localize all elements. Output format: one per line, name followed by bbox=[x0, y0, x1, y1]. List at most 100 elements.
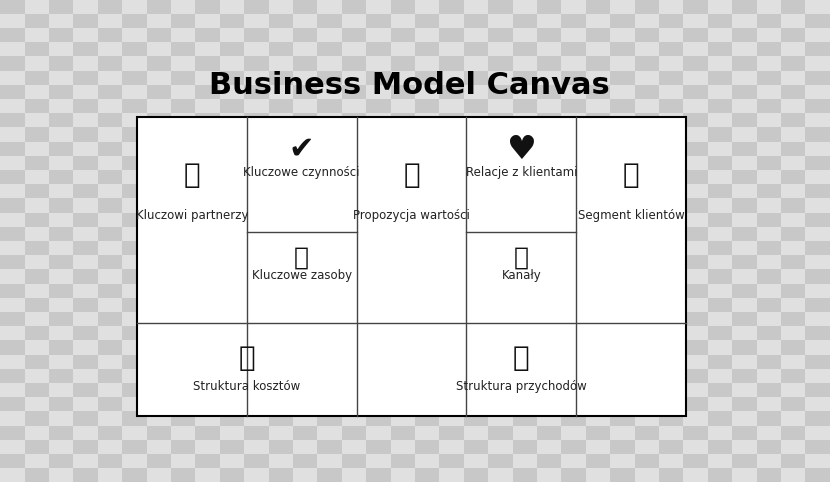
Bar bbox=[464, 156, 488, 170]
Bar bbox=[561, 85, 586, 99]
Bar bbox=[513, 56, 537, 70]
Bar bbox=[391, 397, 415, 411]
Bar bbox=[464, 255, 488, 269]
Bar bbox=[147, 142, 171, 156]
Bar bbox=[732, 0, 757, 14]
Bar bbox=[342, 454, 366, 468]
Bar bbox=[464, 28, 488, 42]
Bar bbox=[220, 199, 244, 213]
Bar bbox=[757, 28, 781, 42]
Bar bbox=[513, 170, 537, 184]
Bar bbox=[98, 42, 122, 56]
Bar bbox=[49, 312, 73, 326]
Bar bbox=[244, 241, 269, 255]
Text: Kanały: Kanały bbox=[501, 269, 541, 282]
Bar bbox=[366, 28, 391, 42]
Bar bbox=[317, 227, 342, 241]
Bar bbox=[488, 28, 513, 42]
Bar bbox=[366, 99, 391, 113]
Bar bbox=[635, 440, 659, 454]
Bar bbox=[73, 156, 98, 170]
Bar bbox=[561, 241, 586, 255]
Bar bbox=[561, 0, 586, 14]
Bar bbox=[147, 383, 171, 397]
Bar bbox=[0, 369, 25, 383]
Bar bbox=[464, 0, 488, 14]
Bar bbox=[488, 213, 513, 227]
Bar bbox=[391, 468, 415, 482]
Bar bbox=[537, 241, 561, 255]
Bar bbox=[586, 70, 610, 85]
Bar bbox=[49, 355, 73, 369]
Bar bbox=[683, 213, 708, 227]
Bar bbox=[366, 255, 391, 269]
Bar bbox=[537, 184, 561, 199]
Bar bbox=[366, 0, 391, 14]
Bar bbox=[805, 199, 830, 213]
Bar bbox=[98, 142, 122, 156]
Bar bbox=[610, 426, 635, 440]
Bar bbox=[391, 369, 415, 383]
Bar bbox=[586, 283, 610, 298]
Bar bbox=[464, 170, 488, 184]
Bar bbox=[147, 28, 171, 42]
Bar bbox=[391, 70, 415, 85]
Bar bbox=[488, 142, 513, 156]
Bar bbox=[439, 142, 464, 156]
Bar bbox=[708, 283, 732, 298]
Bar bbox=[488, 184, 513, 199]
Bar bbox=[366, 383, 391, 397]
Bar bbox=[220, 355, 244, 369]
Bar bbox=[561, 113, 586, 127]
Bar bbox=[659, 326, 683, 340]
Bar bbox=[244, 326, 269, 340]
Bar bbox=[220, 213, 244, 227]
Bar bbox=[366, 184, 391, 199]
Bar bbox=[561, 213, 586, 227]
Bar bbox=[98, 99, 122, 113]
Bar bbox=[147, 0, 171, 14]
Bar bbox=[488, 199, 513, 213]
Bar bbox=[25, 340, 49, 355]
Bar bbox=[391, 411, 415, 426]
Bar bbox=[195, 340, 220, 355]
Bar bbox=[561, 298, 586, 312]
Bar bbox=[25, 56, 49, 70]
Bar bbox=[98, 355, 122, 369]
Bar bbox=[98, 213, 122, 227]
Bar bbox=[25, 269, 49, 283]
Bar bbox=[537, 468, 561, 482]
Bar bbox=[49, 255, 73, 269]
Bar bbox=[147, 326, 171, 340]
Bar bbox=[195, 70, 220, 85]
Bar bbox=[586, 184, 610, 199]
Bar bbox=[269, 269, 293, 283]
Bar bbox=[488, 326, 513, 340]
Bar bbox=[269, 426, 293, 440]
Bar bbox=[635, 411, 659, 426]
Bar bbox=[293, 426, 317, 440]
Bar bbox=[537, 298, 561, 312]
Bar bbox=[781, 14, 805, 28]
Bar bbox=[171, 411, 195, 426]
Bar bbox=[683, 269, 708, 283]
Bar bbox=[732, 56, 757, 70]
Bar bbox=[220, 411, 244, 426]
Bar bbox=[732, 14, 757, 28]
Bar bbox=[25, 99, 49, 113]
Bar bbox=[171, 283, 195, 298]
Bar bbox=[659, 397, 683, 411]
Bar bbox=[586, 156, 610, 170]
Bar bbox=[513, 14, 537, 28]
Bar bbox=[73, 369, 98, 383]
Bar bbox=[0, 326, 25, 340]
Bar bbox=[635, 355, 659, 369]
Bar bbox=[98, 70, 122, 85]
Bar bbox=[488, 127, 513, 142]
Bar bbox=[464, 56, 488, 70]
Bar bbox=[439, 355, 464, 369]
Bar bbox=[708, 383, 732, 397]
Bar bbox=[49, 70, 73, 85]
Bar bbox=[781, 255, 805, 269]
Bar bbox=[147, 440, 171, 454]
